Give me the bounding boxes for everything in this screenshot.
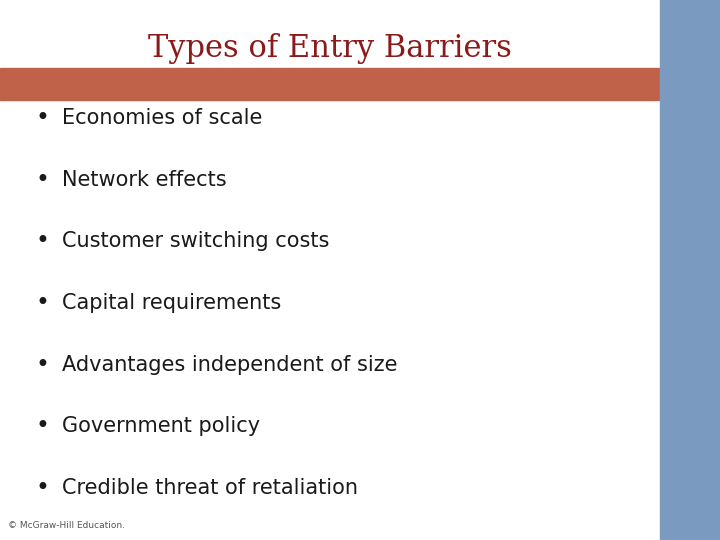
Text: © McGraw-Hill Education.: © McGraw-Hill Education. xyxy=(8,521,125,530)
Text: Network effects: Network effects xyxy=(62,170,227,190)
Text: •: • xyxy=(35,167,49,192)
Text: Economies of scale: Economies of scale xyxy=(62,108,262,128)
Text: •: • xyxy=(35,353,49,377)
Text: Capital requirements: Capital requirements xyxy=(62,293,282,313)
Text: Customer switching costs: Customer switching costs xyxy=(62,231,329,251)
Text: Advantages independent of size: Advantages independent of size xyxy=(62,355,397,375)
Text: •: • xyxy=(35,414,49,438)
Bar xyxy=(0,68,660,100)
Text: Credible threat of retaliation: Credible threat of retaliation xyxy=(62,478,358,498)
Bar xyxy=(660,0,720,540)
Text: Types of Entry Barriers: Types of Entry Barriers xyxy=(148,32,512,64)
Text: •: • xyxy=(35,230,49,253)
Text: •: • xyxy=(35,291,49,315)
Text: Government policy: Government policy xyxy=(62,416,260,436)
Text: •: • xyxy=(35,106,49,130)
Text: •: • xyxy=(35,476,49,500)
